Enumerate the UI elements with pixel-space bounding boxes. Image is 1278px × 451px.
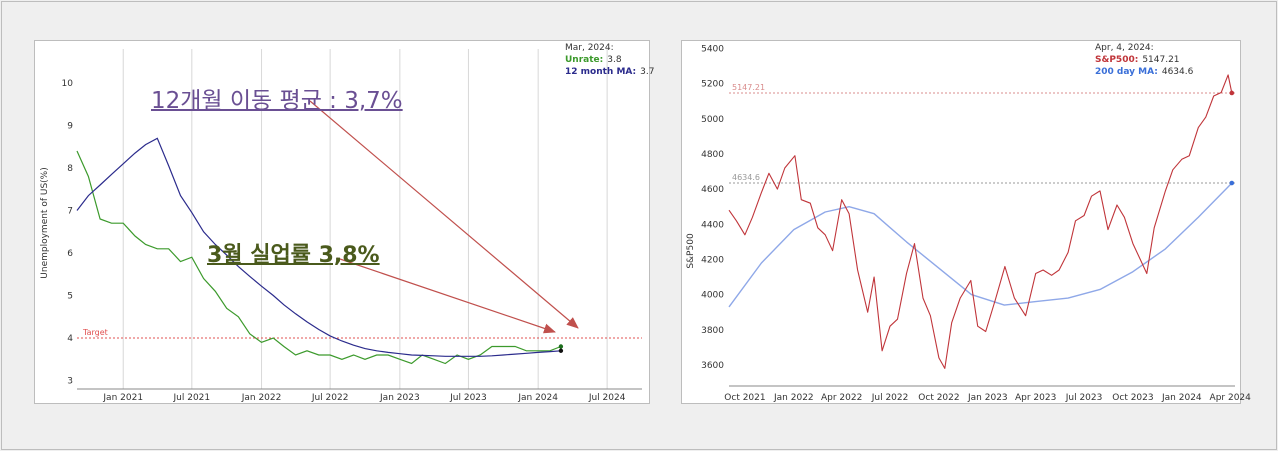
x-tick-label: Jan 2024 <box>517 393 558 403</box>
legend-unrate-label: Unrate: <box>565 55 603 65</box>
sp500-chart-panel: 5147.21 4634.6 3600 3800 4000 4200 4400 4600 48… <box>681 40 1251 404</box>
x-tick-label: Jul 2021 <box>173 393 211 403</box>
ma200-last-point <box>1229 180 1235 186</box>
y-axis-label: S&P500 <box>686 233 696 269</box>
x-tick-label: Apr 2024 <box>1210 393 1252 403</box>
x-tick-label: Jan 2023 <box>379 393 420 403</box>
legend-unrate-value: 3.8 <box>607 55 622 65</box>
sp500-chart: 5147.21 4634.6 3600 3800 4000 4200 4400 4600 48… <box>686 43 1251 403</box>
y-tick-label: 4000 <box>701 291 724 301</box>
y-tick-label: 4600 <box>701 185 724 195</box>
y-tick-label: 7 <box>67 207 73 217</box>
y-tick-label: 4400 <box>701 220 724 230</box>
x-tick-label: Jan 2023 <box>967 393 1008 403</box>
x-tick-label: Apr 2023 <box>1015 393 1056 403</box>
sp500-line <box>728 74 1233 369</box>
x-tick-label: Jan 2024 <box>1161 393 1202 403</box>
reference-label: 4634.6 <box>732 173 760 182</box>
x-tick-label: Jul 2023 <box>449 393 487 403</box>
arrow-unrate <box>336 257 556 334</box>
legend-date: Mar, 2024: <box>565 43 614 53</box>
unemployment-chart: Target 3 4 5 6 7 8 9 10 Jan 2021 Jul 2021 Jan 202… <box>40 43 654 403</box>
x-tick-label: Oct 2023 <box>1112 393 1153 403</box>
x-tick-label: Jul 2022 <box>871 393 909 403</box>
y-tick-label: 3 <box>67 377 73 387</box>
legend-ma200: 200 day MA: 4634.6 <box>1095 67 1194 77</box>
y-axis-label: Unemployment of US(%) <box>40 167 50 278</box>
y-tick-label: 5 <box>67 292 73 302</box>
arrow-ma <box>309 100 579 329</box>
y-tick-label: 9 <box>67 122 73 132</box>
y-tick-label: 5200 <box>701 80 724 90</box>
x-tick-label: Jul 2023 <box>1065 393 1103 403</box>
y-tick-label: 6 <box>67 249 73 259</box>
y-tick-label: 4 <box>67 334 73 344</box>
y-tick-label: 4200 <box>701 255 724 265</box>
ma-line <box>76 137 561 357</box>
unrate-line <box>76 150 562 365</box>
ma-last-point <box>558 348 564 353</box>
y-tick-label: 4800 <box>701 150 724 160</box>
y-tick-label: 5400 <box>701 45 724 55</box>
legend-ma200-label: 200 day MA: <box>1095 67 1158 77</box>
x-tick-label: Apr 2022 <box>821 393 862 403</box>
legend-sp500-label: S&P500: <box>1095 55 1138 65</box>
y-tick-label: 10 <box>62 79 74 89</box>
reference-label: 5147.21 <box>732 83 765 92</box>
y-tick-label: 8 <box>67 164 73 174</box>
x-tick-label: Oct 2021 <box>724 393 765 403</box>
unemployment-chart-panel: Target 3 4 5 6 7 8 9 10 Jan 2021 Jul 2021 Jan 202… <box>34 40 654 404</box>
legend-ma-label: 12 month MA: <box>565 67 636 77</box>
legend-ma: 12 month MA: 3.7 <box>565 67 654 77</box>
legend-sp500-value: 5147.21 <box>1142 55 1179 65</box>
x-tick-label: Oct 2022 <box>918 393 959 403</box>
legend-sp500: S&P500: 5147.21 <box>1095 55 1180 65</box>
x-tick-label: Jan 2022 <box>241 393 282 403</box>
annotation-ma: 12개월 이동 평균 : 3,7% <box>151 88 403 114</box>
y-tick-label: 3600 <box>701 361 724 371</box>
legend-ma200-value: 4634.6 <box>1162 67 1194 77</box>
x-tick-label: Jan 2022 <box>773 393 814 403</box>
x-tick-label: Jan 2021 <box>102 393 143 403</box>
target-label: Target <box>82 328 108 337</box>
unrate-last-point <box>558 344 564 349</box>
legend-ma-value: 3.7 <box>640 67 654 77</box>
legend-date: Apr, 4, 2024: <box>1095 43 1154 53</box>
y-tick-label: 5000 <box>701 115 724 125</box>
x-tick-label: Jul 2022 <box>311 393 349 403</box>
ma200-line <box>728 182 1233 308</box>
y-tick-label: 3800 <box>701 326 724 336</box>
sp500-last-point <box>1229 90 1235 96</box>
legend-unrate: Unrate: 3.8 <box>565 55 622 65</box>
annotation-unrate: 3월 실업률 3,8% <box>207 243 380 268</box>
x-tick-label: Jul 2024 <box>588 393 626 403</box>
